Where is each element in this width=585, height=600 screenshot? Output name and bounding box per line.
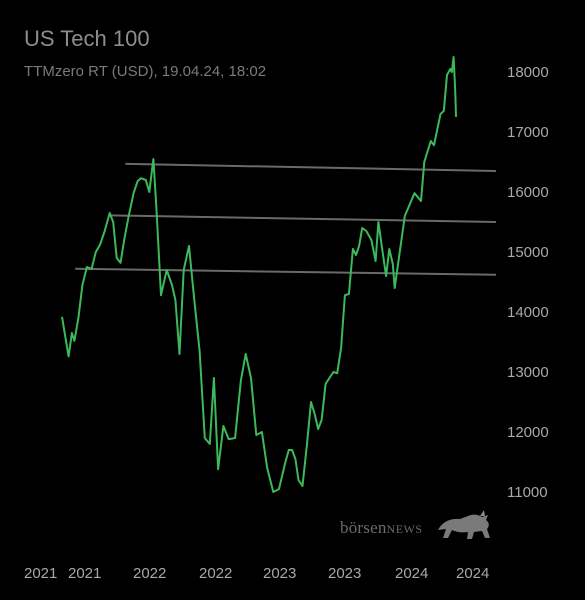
y-axis-ticks: 11000 12000 13000 14000 15000 16000 17000 18000: [507, 64, 549, 501]
y-tick-label: 17000: [507, 124, 549, 141]
y-tick-label: 14000: [507, 304, 549, 321]
watermark-prefix: börsen: [340, 518, 387, 537]
y-tick-label: 16000: [507, 184, 549, 201]
y-tick-label: 15000: [507, 244, 549, 261]
x-tick-label: 2021: [68, 565, 101, 582]
x-tick-label: 2023: [263, 565, 296, 582]
trendlines: [75, 162, 497, 276]
y-tick-label: 18000: [507, 64, 549, 81]
y-tick-label: 12000: [507, 424, 549, 441]
y-tick-label: 13000: [507, 364, 549, 381]
chart-title: US Tech 100: [24, 26, 150, 51]
x-tick-label: 2024: [456, 565, 489, 582]
price-series: [61, 56, 457, 493]
trendline-1: [125, 162, 497, 172]
x-tick-label: 2021: [24, 565, 57, 582]
watermark-logo-text: börsenNEWS: [340, 518, 423, 538]
bull-icon: [438, 510, 490, 539]
x-tick-label: 2022: [133, 565, 166, 582]
x-tick-label: 2024: [395, 565, 428, 582]
watermark-suffix: NEWS: [386, 522, 423, 536]
x-axis-ticks: 2021 2021 2022 2022 2023 2023 2024 2024: [24, 565, 489, 582]
x-tick-label: 2022: [199, 565, 232, 582]
chart-subtitle: TTMzero RT (USD), 19.04.24, 18:02: [24, 63, 267, 80]
trendline-2: [111, 214, 497, 223]
x-tick-label: 2023: [328, 565, 361, 582]
series-line-1[interactable]: [61, 56, 457, 493]
trendline-3: [75, 267, 497, 276]
y-tick-label: 11000: [507, 484, 548, 501]
